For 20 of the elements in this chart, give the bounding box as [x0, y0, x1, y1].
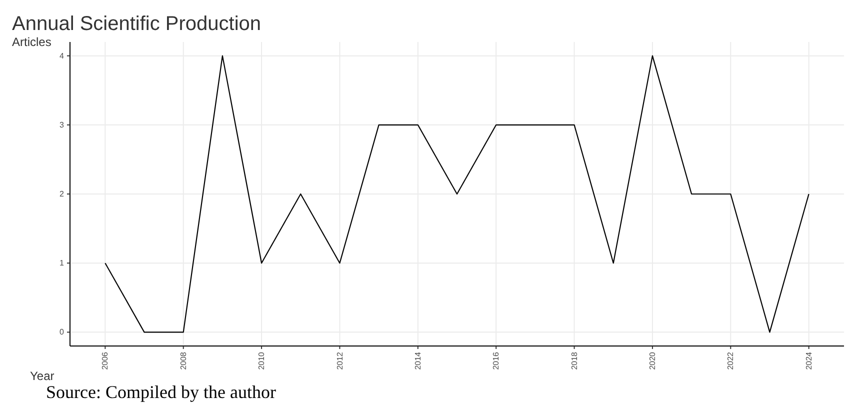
- line-series: [104, 55, 810, 333]
- y-tick-label: 4: [60, 51, 65, 60]
- x-tick-label: 2022: [726, 351, 736, 370]
- x-tick-label: 2018: [570, 351, 579, 370]
- y-axis-title: Articles: [12, 35, 52, 49]
- x-tick-label: 2012: [335, 351, 344, 370]
- x-tick-label: 2024: [804, 351, 814, 370]
- x-tick-label: 2010: [257, 351, 266, 370]
- x-tick-label: 2008: [178, 351, 188, 370]
- y-tick-label: 3: [60, 120, 65, 130]
- source-note: Source: Compiled by the author: [46, 382, 276, 402]
- y-tick-label: 2: [60, 190, 65, 199]
- chart-title: Annual Scientific Production: [12, 13, 262, 35]
- x-axis-title: Year: [30, 369, 54, 383]
- y-tick-label: 1: [60, 258, 65, 268]
- x-tick-label: 2016: [492, 351, 501, 370]
- x-tick-label: 2006: [100, 351, 110, 370]
- y-tick-label: 0: [60, 328, 65, 337]
- x-tick-label: 2020: [648, 351, 658, 370]
- x-tick-label: 2014: [413, 351, 422, 370]
